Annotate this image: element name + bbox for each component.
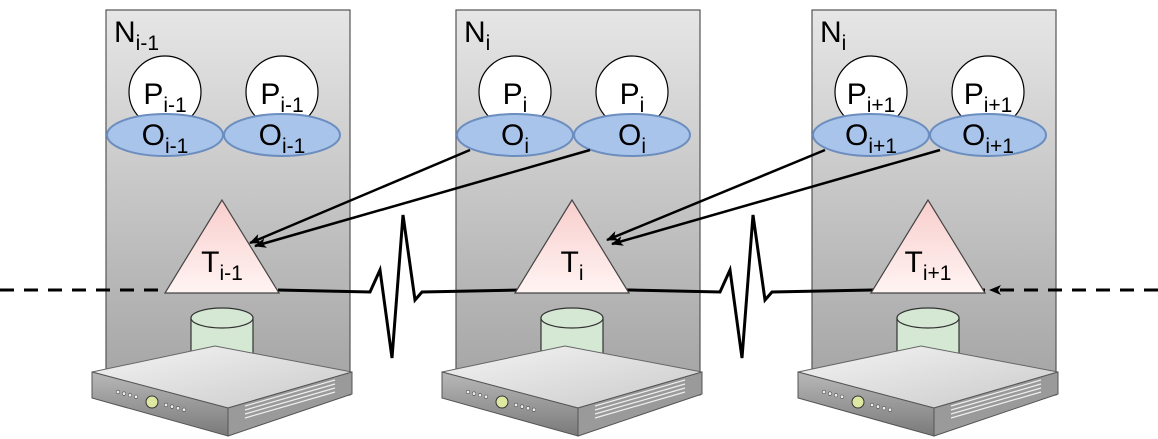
server-led: [870, 403, 874, 407]
storage-top: [191, 308, 253, 328]
server-led: [164, 403, 168, 407]
server-led: [514, 403, 518, 407]
server-led: [116, 390, 120, 394]
server-led: [840, 395, 844, 399]
server-led: [834, 393, 838, 397]
server-led: [122, 392, 126, 396]
server-button: [852, 396, 864, 408]
server-led: [888, 408, 892, 412]
tier-label-base: T: [561, 246, 579, 279]
object-label-base: O: [618, 119, 641, 152]
object-label-base: O: [962, 119, 985, 152]
object-label-base: O: [501, 119, 524, 152]
tier-label-sub: i: [579, 262, 584, 285]
object-label-sub: i-1: [165, 135, 188, 158]
object-label-sub: i: [641, 135, 646, 158]
server-led: [478, 393, 482, 397]
server-button: [496, 396, 508, 408]
object-label-base: O: [142, 119, 165, 152]
server-led: [466, 390, 470, 394]
server-led: [828, 392, 832, 396]
process-label-base: P: [260, 78, 280, 111]
process-label-base: P: [143, 78, 163, 111]
server-button: [146, 396, 158, 408]
tier-label-base: T: [201, 246, 219, 279]
node-label-base: N: [820, 16, 842, 49]
process-label-base: P: [964, 78, 984, 111]
server-led: [822, 390, 826, 394]
object-label-sub: i+1: [985, 135, 1014, 158]
storage-top: [541, 308, 603, 328]
node-label-sub: i: [842, 32, 847, 55]
object-label-base: O: [259, 119, 282, 152]
node-label-base: N: [114, 16, 136, 49]
server-led: [134, 395, 138, 399]
server-led: [526, 406, 530, 410]
object-label-base: O: [845, 119, 868, 152]
object-label-sub: i+1: [868, 135, 897, 158]
node-label-sub: i-1: [136, 32, 159, 55]
storage-top: [897, 308, 959, 328]
process-label-base: P: [503, 78, 523, 111]
object-label-sub: i: [524, 135, 529, 158]
server-led: [532, 408, 536, 412]
process-label-base: P: [847, 78, 867, 111]
content: Ni-1Ti-1Pi-1Oi-1Pi-1Oi-1NiTiPiOiPiOiNiTi…: [0, 10, 1158, 436]
server-led: [520, 405, 524, 409]
server-led: [176, 406, 180, 410]
server-led: [472, 392, 476, 396]
tier-label-sub: i-1: [219, 262, 242, 285]
object-label-sub: i-1: [282, 135, 305, 158]
diagram: Ni-1Ti-1Pi-1Oi-1Pi-1Oi-1NiTiPiOiPiOiNiTi…: [0, 0, 1158, 439]
tier-label-base: T: [905, 246, 923, 279]
tier-label-sub: i+1: [923, 262, 952, 285]
server-led: [128, 393, 132, 397]
server-led: [182, 408, 186, 412]
server-led: [170, 405, 174, 409]
server-led: [484, 395, 488, 399]
server-led: [876, 405, 880, 409]
process-label-base: P: [620, 78, 640, 111]
node-label-sub: i: [486, 32, 491, 55]
node-label-base: N: [464, 16, 486, 49]
server-led: [882, 406, 886, 410]
